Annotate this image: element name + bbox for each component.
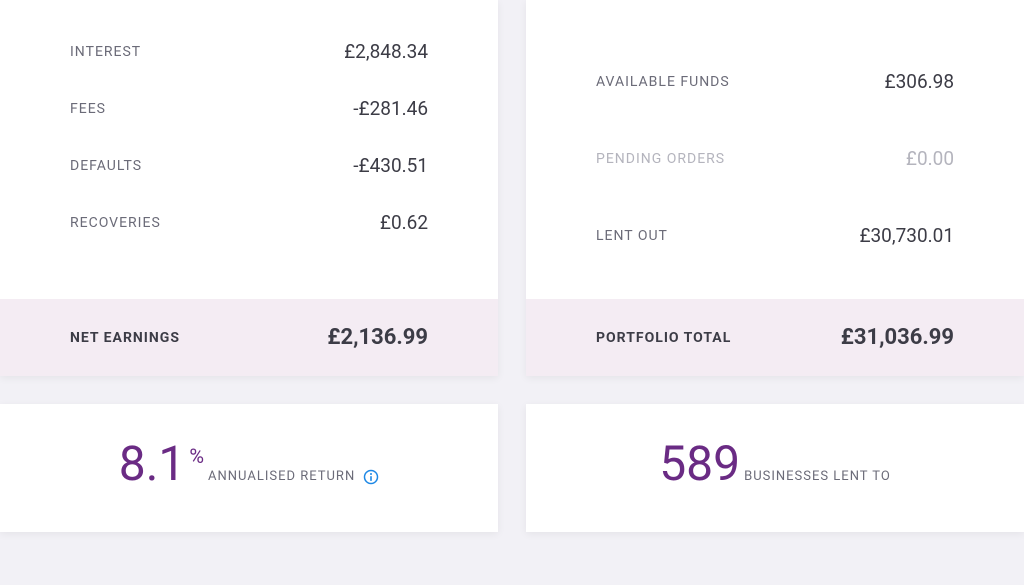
row-value: £306.98 — [885, 70, 954, 93]
businesses-label: BUSINESSES LENT TO — [744, 469, 891, 484]
net-earnings-label: NET EARNINGS — [70, 330, 180, 346]
row-lent-out: LENT OUT £30,730.01 — [596, 224, 954, 247]
annualised-return-card: 8.1 % ANNUALISED RETURN — [0, 404, 498, 532]
row-value: £0.00 — [906, 147, 954, 170]
businesses-lent-card: 589 BUSINESSES LENT TO — [526, 404, 1024, 532]
row-value: £0.62 — [380, 211, 428, 234]
row-label: AVAILABLE FUNDS — [596, 74, 730, 90]
annualised-return-value: 8.1 % — [119, 440, 204, 488]
row-value: £2,848.34 — [344, 40, 428, 63]
businesses-label-row: BUSINESSES LENT TO — [744, 469, 891, 484]
portfolio-total-value: £31,036.99 — [841, 325, 954, 350]
businesses-count-value: 589 — [659, 440, 740, 488]
dashboard-grid: INTEREST £2,848.34 FEES -£281.46 DEFAULT… — [0, 0, 1024, 532]
row-recoveries: RECOVERIES £0.62 — [70, 211, 428, 234]
row-fees: FEES -£281.46 — [70, 97, 428, 120]
businesses-number: 589 — [659, 440, 740, 488]
net-earnings-value: £2,136.99 — [327, 325, 428, 350]
row-label: LENT OUT — [596, 228, 668, 244]
return-number: 8.1 — [119, 440, 186, 488]
row-value: -£281.46 — [353, 97, 428, 120]
portfolio-total-label: PORTFOLIO TOTAL — [596, 330, 731, 346]
row-interest: INTEREST £2,848.34 — [70, 40, 428, 63]
earnings-total-band: NET EARNINGS £2,136.99 — [0, 299, 498, 376]
row-value: £30,730.01 — [859, 224, 954, 247]
row-label: PENDING ORDERS — [596, 151, 725, 167]
portfolio-card: AVAILABLE FUNDS £306.98 PENDING ORDERS £… — [526, 0, 1024, 376]
percent-unit: % — [189, 446, 204, 466]
earnings-card: INTEREST £2,848.34 FEES -£281.46 DEFAULT… — [0, 0, 498, 376]
earnings-rows: INTEREST £2,848.34 FEES -£281.46 DEFAULT… — [0, 0, 498, 258]
row-pending-orders: PENDING ORDERS £0.00 — [596, 147, 954, 170]
annualised-return-label: ANNUALISED RETURN — [208, 469, 355, 484]
row-value: -£430.51 — [353, 154, 428, 177]
portfolio-total-band: PORTFOLIO TOTAL £31,036.99 — [526, 299, 1024, 376]
row-label: RECOVERIES — [70, 215, 161, 231]
row-available-funds: AVAILABLE FUNDS £306.98 — [596, 70, 954, 93]
row-label: DEFAULTS — [70, 158, 142, 174]
row-label: INTEREST — [70, 44, 141, 60]
row-defaults: DEFAULTS -£430.51 — [70, 154, 428, 177]
info-icon[interactable] — [363, 469, 379, 485]
annualised-return-label-row: ANNUALISED RETURN — [208, 469, 379, 485]
row-label: FEES — [70, 101, 106, 117]
portfolio-rows: AVAILABLE FUNDS £306.98 PENDING ORDERS £… — [526, 0, 1024, 271]
